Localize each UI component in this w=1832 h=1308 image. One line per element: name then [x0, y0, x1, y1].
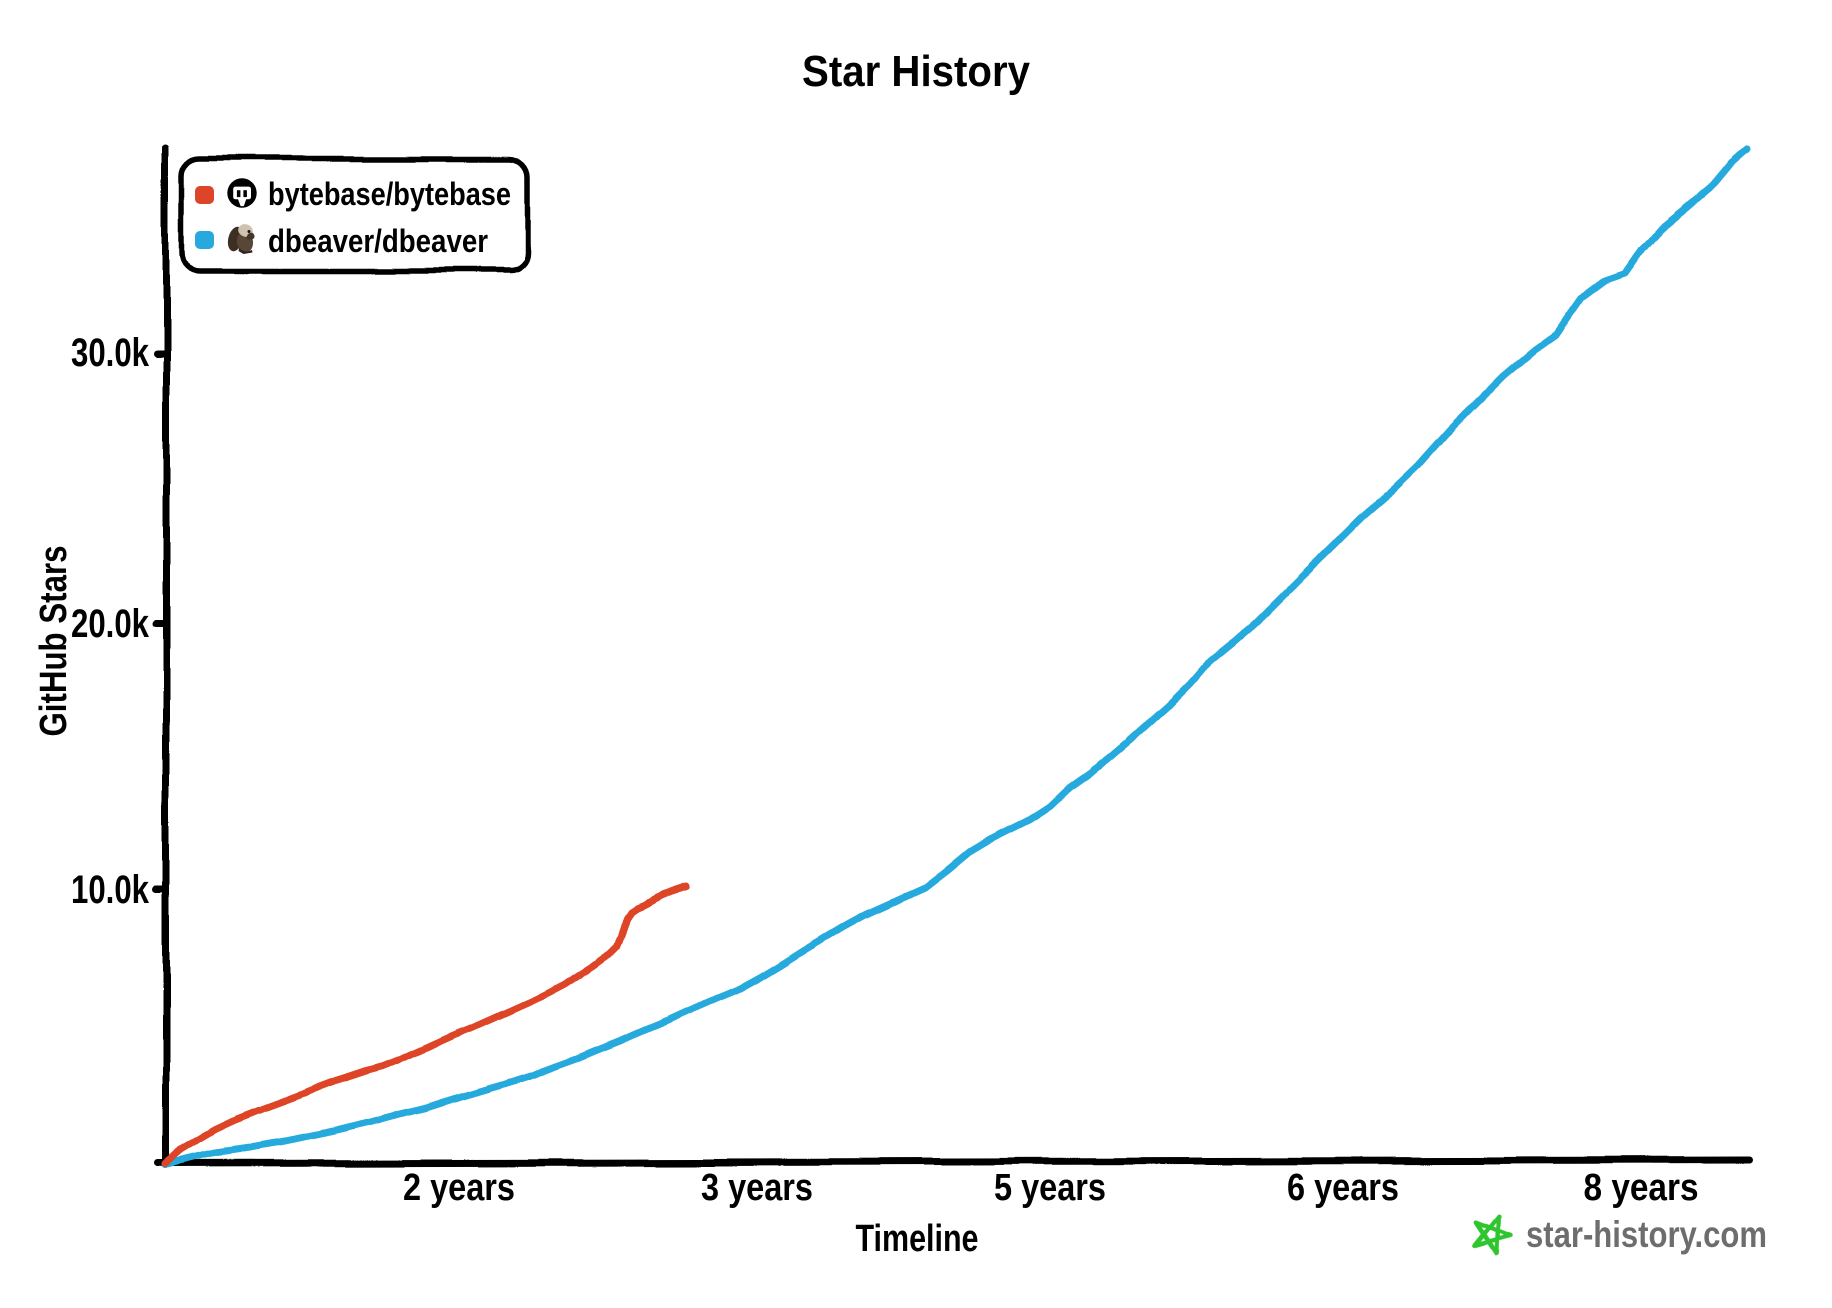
svg-text:Star History: Star History [802, 47, 1030, 96]
svg-text:6 years: 6 years [1287, 1167, 1399, 1209]
svg-text:30.0k: 30.0k [71, 331, 150, 375]
svg-text:10.0k: 10.0k [71, 868, 150, 912]
svg-text:Timeline: Timeline [856, 1218, 979, 1260]
svg-text:3 years: 3 years [701, 1167, 813, 1209]
svg-text:2 years: 2 years [403, 1167, 515, 1209]
svg-text:star-history.com: star-history.com [1526, 1214, 1767, 1255]
svg-text:GitHub Stars: GitHub Stars [33, 546, 75, 737]
svg-text:5 years: 5 years [994, 1167, 1106, 1209]
svg-text:dbeaver/dbeaver: dbeaver/dbeaver [268, 223, 488, 259]
svg-text:8 years: 8 years [1584, 1167, 1699, 1209]
svg-text:20.0k: 20.0k [71, 602, 150, 646]
svg-text:bytebase/bytebase: bytebase/bytebase [268, 176, 511, 212]
